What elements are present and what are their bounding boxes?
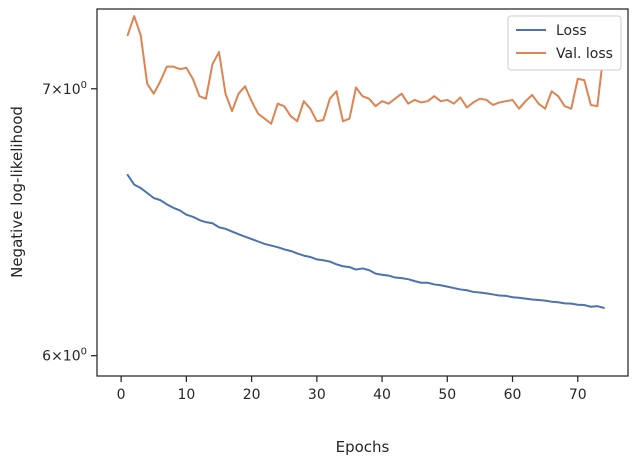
x-tick-label: 0	[117, 387, 126, 403]
plot-frame	[96, 8, 629, 377]
x-tick-label: 60	[504, 387, 522, 403]
series-line-val-loss	[126, 15, 605, 125]
y-tick-label: 6×100	[42, 347, 87, 365]
y-axis-label: Negative log-likelihood	[8, 106, 26, 278]
legend-label-loss: Loss	[556, 23, 587, 39]
x-tick-label: 30	[308, 387, 326, 403]
x-tick-label: 70	[569, 387, 587, 403]
legend-label-val-loss: Val. loss	[556, 46, 613, 62]
x-axis-ticks: 0 10 20 30 40 50 60 70	[117, 376, 587, 403]
x-tick-label: 40	[373, 387, 391, 403]
y-tick-label: 7×100	[42, 80, 87, 98]
series-line-loss	[126, 173, 605, 309]
series-lines	[126, 15, 605, 309]
y-tick-exponent: 0	[81, 80, 87, 91]
x-tick-label: 50	[438, 387, 456, 403]
y-tick-exponent: 0	[81, 347, 87, 358]
legend: Loss Val. loss	[507, 15, 622, 71]
x-axis-label: Epochs	[336, 438, 390, 456]
x-tick-label: 20	[243, 387, 261, 403]
y-tick-mantissa: 6×10	[42, 349, 80, 365]
x-tick-label: 10	[177, 387, 195, 403]
y-tick-mantissa: 7×10	[42, 82, 80, 98]
